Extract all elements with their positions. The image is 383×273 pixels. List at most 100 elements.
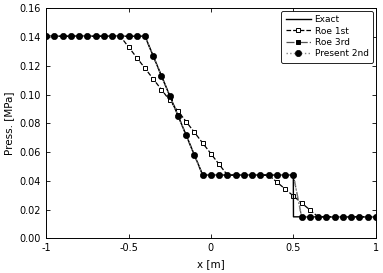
Roe 3rd: [258, 173, 263, 177]
Roe 3rd: [184, 134, 188, 137]
Exact: [44, 35, 48, 38]
Present 2nd: [357, 215, 362, 218]
Roe 1st: [151, 77, 155, 81]
Present 2nd: [233, 173, 238, 177]
Roe 1st: [332, 215, 337, 218]
Exact: [291, 215, 296, 218]
Roe 1st: [209, 152, 213, 155]
Roe 3rd: [291, 173, 296, 177]
Line: Roe 3rd: Roe 3rd: [44, 34, 378, 219]
Roe 3rd: [77, 35, 81, 38]
Roe 3rd: [349, 215, 354, 218]
Present 2nd: [225, 173, 230, 177]
Present 2nd: [126, 35, 131, 38]
Present 2nd: [176, 114, 180, 117]
Roe 1st: [110, 35, 114, 38]
Roe 1st: [192, 131, 197, 134]
Roe 1st: [357, 215, 362, 218]
Line: Roe 1st: Roe 1st: [44, 34, 378, 219]
Roe 3rd: [373, 215, 378, 218]
Roe 1st: [44, 35, 48, 38]
Roe 3rd: [126, 35, 131, 38]
Present 2nd: [324, 215, 329, 218]
Present 2nd: [283, 173, 287, 177]
Present 2nd: [101, 35, 106, 38]
Roe 1st: [60, 35, 65, 38]
Roe 3rd: [242, 173, 246, 177]
X-axis label: x [m]: x [m]: [197, 259, 225, 269]
Roe 1st: [118, 35, 123, 38]
Exact: [204, 173, 209, 177]
Roe 1st: [200, 141, 205, 145]
Present 2nd: [85, 35, 90, 38]
Roe 3rd: [365, 215, 370, 218]
Roe 3rd: [69, 35, 73, 38]
Roe 1st: [266, 173, 271, 177]
Roe 1st: [184, 120, 188, 123]
Roe 1st: [316, 215, 320, 218]
Exact: [195, 161, 200, 165]
Exact: [304, 215, 308, 218]
Roe 3rd: [93, 35, 98, 38]
Roe 1st: [242, 173, 246, 177]
Roe 3rd: [44, 35, 48, 38]
Roe 1st: [275, 180, 279, 184]
Present 2nd: [275, 173, 279, 177]
Roe 1st: [283, 187, 287, 191]
Roe 1st: [250, 173, 254, 177]
Roe 1st: [340, 215, 345, 218]
Roe 1st: [143, 67, 147, 70]
Roe 3rd: [209, 173, 213, 177]
Present 2nd: [316, 215, 320, 218]
Present 2nd: [151, 54, 155, 58]
Roe 1st: [291, 194, 296, 198]
Present 2nd: [349, 215, 354, 218]
Present 2nd: [110, 35, 114, 38]
Present 2nd: [217, 173, 221, 177]
Roe 3rd: [250, 173, 254, 177]
Present 2nd: [365, 215, 370, 218]
Present 2nd: [332, 215, 337, 218]
Roe 1st: [159, 88, 164, 91]
Roe 1st: [299, 201, 304, 204]
Roe 1st: [176, 109, 180, 113]
Roe 3rd: [52, 35, 57, 38]
Exact: [61, 35, 65, 38]
Roe 3rd: [167, 94, 172, 97]
Roe 3rd: [118, 35, 123, 38]
Roe 3rd: [275, 173, 279, 177]
Roe 1st: [52, 35, 57, 38]
Present 2nd: [69, 35, 73, 38]
Roe 3rd: [85, 35, 90, 38]
Line: Exact: Exact: [46, 36, 376, 217]
Roe 3rd: [101, 35, 106, 38]
Present 2nd: [250, 173, 254, 177]
Roe 3rd: [316, 215, 320, 218]
Roe 3rd: [233, 173, 238, 177]
Roe 3rd: [143, 35, 147, 38]
Roe 3rd: [192, 154, 197, 157]
Exact: [364, 215, 368, 218]
Present 2nd: [373, 215, 378, 218]
Roe 3rd: [340, 215, 345, 218]
Roe 1st: [217, 163, 221, 166]
Present 2nd: [167, 94, 172, 97]
Present 2nd: [44, 35, 48, 38]
Roe 3rd: [151, 54, 155, 58]
Present 2nd: [308, 215, 312, 218]
Present 2nd: [134, 35, 139, 38]
Roe 1st: [77, 35, 81, 38]
Present 2nd: [93, 35, 98, 38]
Roe 1st: [373, 215, 378, 218]
Present 2nd: [266, 173, 271, 177]
Roe 3rd: [299, 215, 304, 218]
Legend: Exact, Roe 1st, Roe 3rd, Present 2nd: Exact, Roe 1st, Roe 3rd, Present 2nd: [281, 11, 373, 63]
Exact: [373, 215, 378, 218]
Roe 3rd: [217, 173, 221, 177]
Line: Present 2nd: Present 2nd: [43, 33, 379, 220]
Roe 3rd: [176, 114, 180, 117]
Present 2nd: [192, 154, 197, 157]
Present 2nd: [159, 74, 164, 78]
Roe 3rd: [110, 35, 114, 38]
Roe 1st: [324, 215, 329, 218]
